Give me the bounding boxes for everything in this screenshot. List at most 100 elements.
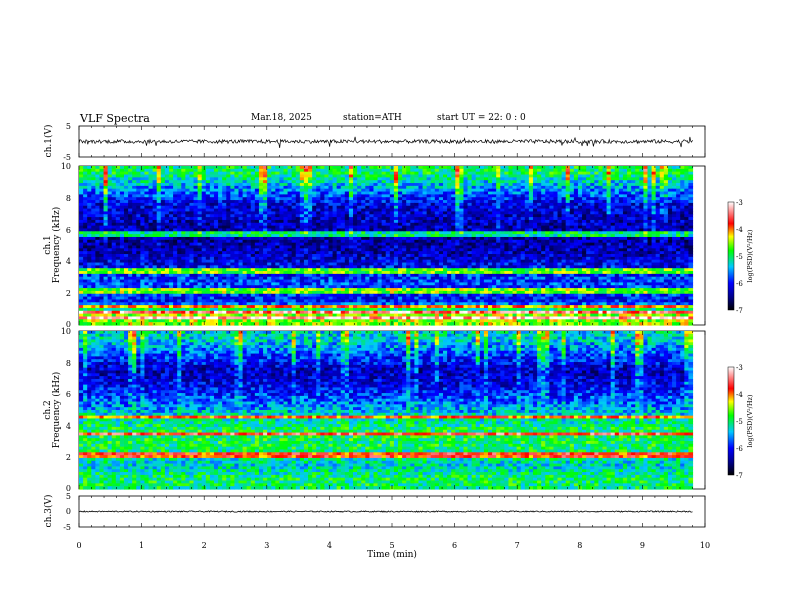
spectrogram-cell <box>443 171 448 176</box>
spectrogram-cell <box>222 168 227 173</box>
spectrogram-cell <box>475 214 481 218</box>
spectrogram-cell <box>479 205 485 210</box>
spectrogram-cell <box>459 166 465 170</box>
spectrogram-cell <box>316 214 321 218</box>
spectrogram-cell <box>684 171 689 176</box>
spectrogram-cell <box>189 200 195 204</box>
spectrogram-cell <box>676 211 681 215</box>
spectrogram-cell <box>455 188 460 193</box>
spectrogram-cell <box>430 211 436 215</box>
spectrogram-cell <box>197 200 203 204</box>
spectrogram-cell <box>451 214 456 218</box>
spectrogram-cell <box>422 205 428 210</box>
spectrogram-cell <box>132 222 137 227</box>
spectrogram-cell <box>569 183 575 187</box>
spectrogram-cell <box>487 194 493 198</box>
spectrogram-cell <box>557 217 563 221</box>
spectrogram-cell <box>209 208 215 213</box>
spectrogram-cell <box>218 202 223 207</box>
spectrogram-cell <box>426 168 432 173</box>
spectrogram-cell <box>373 185 379 190</box>
spectrogram-cell <box>479 222 485 227</box>
spectrogram-cell <box>271 168 276 173</box>
spectrogram-cell <box>213 194 219 198</box>
spectrogram-cell <box>156 225 162 230</box>
spectrogram-cell <box>312 191 317 195</box>
spectrogram-cell <box>348 188 354 193</box>
spectrogram-cell <box>79 211 84 215</box>
spectrogram-cell <box>83 219 88 224</box>
spectrogram-cell <box>348 205 354 210</box>
spectrogram-cell <box>160 191 166 195</box>
spectrogram-cell <box>541 171 546 176</box>
spectrogram-cell <box>541 194 546 198</box>
spectrogram-cell <box>336 200 342 204</box>
spectrogram-cell <box>618 222 624 227</box>
spectrogram-cell <box>156 180 162 184</box>
spectrogram-cell <box>107 180 113 184</box>
spectrogram-cell <box>344 208 350 213</box>
spectrogram-cell <box>393 200 399 204</box>
spectrogram-cell <box>475 171 481 176</box>
spectrogram-cell <box>115 222 121 227</box>
spectrogram-cell <box>680 217 685 221</box>
spectrogram-cell <box>541 208 546 213</box>
spectrogram-cell <box>618 183 624 187</box>
spectrogram-cell <box>218 211 223 215</box>
spectrogram-cell <box>561 219 567 224</box>
spectrogram-cell <box>500 185 505 190</box>
spectrogram-cell <box>447 208 452 213</box>
spectrogram-cell <box>111 185 117 190</box>
spectrogram-cell <box>528 211 534 215</box>
spectrogram-cell <box>308 222 313 227</box>
spectrogram-cell <box>672 166 677 170</box>
spectrogram-cell <box>299 205 305 210</box>
spectrogram-cell <box>111 168 117 173</box>
spectrogram-cell <box>443 177 448 181</box>
spectrogram-cell <box>340 166 346 170</box>
spectrogram-cell <box>205 208 211 213</box>
spectrogram-cell <box>520 177 526 181</box>
spectrogram-cell <box>684 208 689 213</box>
spectrogram-cell <box>434 211 440 215</box>
spectrogram-cell <box>406 191 411 195</box>
spectrogram-cell <box>271 202 276 207</box>
spectrogram-cell <box>418 166 424 170</box>
spectrogram-cell <box>471 174 477 178</box>
spectrogram-cell <box>365 200 370 204</box>
spectrogram-cell <box>271 171 276 176</box>
spectrogram-cell <box>487 217 493 221</box>
spectrogram-cell <box>320 174 325 178</box>
spectrogram-cell <box>83 222 88 227</box>
spectrogram-cell <box>213 180 219 184</box>
spectrogram-cell <box>393 180 399 184</box>
spectrogram-cell <box>512 222 518 227</box>
spectrogram-cell <box>582 219 587 224</box>
spectrogram-cell <box>365 217 370 221</box>
spectrogram-cell <box>177 177 182 181</box>
spectrogram-cell <box>516 219 522 224</box>
spectrogram-cell <box>348 166 354 170</box>
spectrogram-cell <box>663 219 669 224</box>
spectrogram-cell <box>99 205 105 210</box>
spectrogram-cell <box>230 188 236 193</box>
spectrogram-cell <box>87 188 92 193</box>
spectrogram-cell <box>344 197 350 201</box>
spectrogram-cell <box>594 177 600 181</box>
spectrogram-cell <box>398 166 403 170</box>
spectrogram-cell <box>549 183 555 187</box>
spectrogram-cell <box>128 174 133 178</box>
spectrogram-cell <box>173 194 178 198</box>
spectrogram-cell <box>434 208 440 213</box>
spectrogram-cell <box>549 194 555 198</box>
spectrogram-cell <box>553 222 559 227</box>
spectrogram-cell <box>647 217 653 221</box>
spectrogram-cell <box>508 180 514 184</box>
spectrogram-cell <box>107 202 113 207</box>
spectrogram-cell <box>451 197 456 201</box>
spectrogram-cell <box>471 166 477 170</box>
spectrogram-cell <box>340 171 346 176</box>
spectrogram-cell <box>353 197 358 201</box>
spectrogram-cell <box>426 180 432 184</box>
spectrogram-cell <box>312 217 317 221</box>
